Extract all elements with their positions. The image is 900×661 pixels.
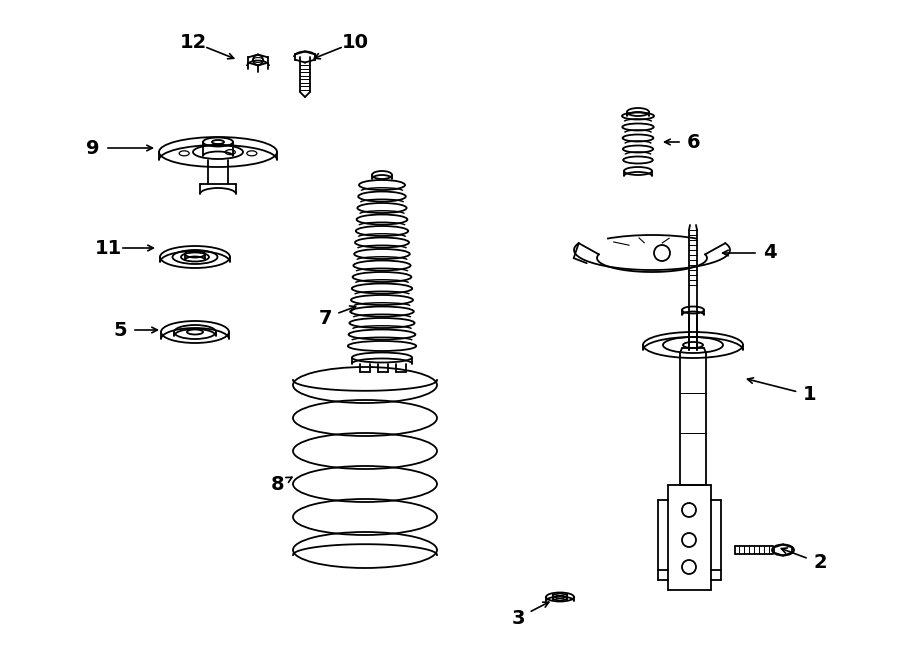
- Text: 5: 5: [113, 321, 127, 340]
- Text: 12: 12: [179, 32, 207, 52]
- Text: 8: 8: [271, 475, 284, 494]
- Text: 7: 7: [319, 309, 332, 327]
- Text: 1: 1: [803, 385, 817, 405]
- Text: 11: 11: [94, 239, 122, 258]
- Text: 2: 2: [814, 553, 827, 572]
- Text: 6: 6: [688, 132, 701, 151]
- Text: 3: 3: [511, 609, 525, 627]
- Text: 9: 9: [86, 139, 100, 157]
- Text: 4: 4: [763, 243, 777, 262]
- Text: 10: 10: [341, 32, 368, 52]
